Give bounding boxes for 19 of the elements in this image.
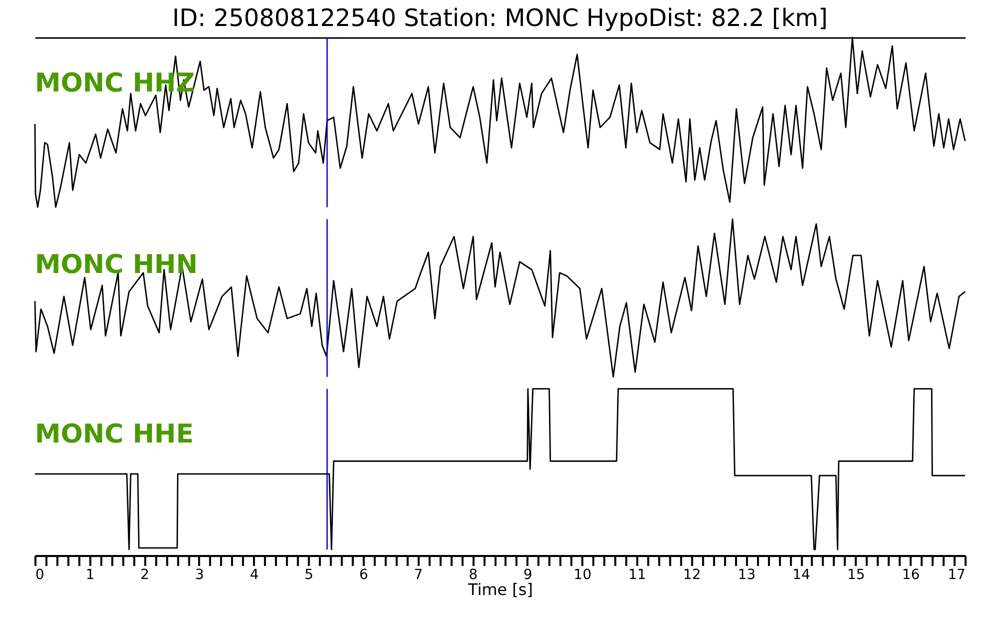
x-tick-label: 2	[140, 566, 150, 583]
chart-title: ID: 250808122540 Station: MONC HypoDist: 82.2 [km]	[172, 4, 828, 32]
x-tick-label: 4	[250, 566, 259, 583]
x-tick-label: 6	[359, 566, 368, 583]
x-tick-label: 16	[902, 566, 920, 583]
x-tick-label: 5	[304, 566, 314, 583]
x-tick-label: 10	[574, 566, 592, 583]
x-tick-label: 12	[683, 566, 701, 583]
x-tick-label: 14	[792, 566, 810, 583]
x-tick-label: 1	[86, 566, 95, 583]
x-tick-label: 0	[35, 566, 44, 583]
x-tick-label: 3	[195, 566, 204, 583]
series-label: MONC HHE	[34, 420, 194, 450]
x-tick-label: 13	[738, 566, 756, 583]
series-label: MONC HHN	[34, 250, 198, 280]
x-tick-label: 7	[414, 566, 423, 583]
x-tick-label: 17	[948, 566, 966, 583]
x-tick-label: 11	[628, 566, 646, 583]
x-tick-label: 15	[847, 566, 866, 583]
